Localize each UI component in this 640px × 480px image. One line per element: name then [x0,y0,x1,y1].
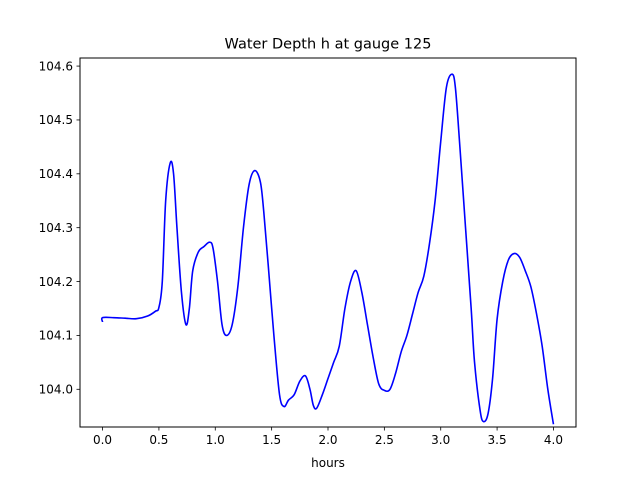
x-tick-label: 1.5 [262,433,281,447]
y-tick-label: 104.3 [39,221,73,235]
series-group [100,73,555,425]
y-axis-ticks: 104.0 104.1 104.2 104.3 104.4 104.5 104.6 [39,59,80,397]
y-tick-label: 104.0 [39,383,73,397]
x-axis-label: hours [311,456,345,470]
y-tick-label: 104.6 [39,59,73,73]
y-tick-label: 104.2 [39,275,73,289]
y-tick-label: 104.5 [39,113,73,127]
x-tick-label: 3.0 [431,433,450,447]
y-tick-label: 104.1 [39,329,73,343]
x-axis-ticks: 0.0 0.5 1.0 1.5 2.0 2.5 3.0 3.5 4.0 [93,427,563,447]
plot-area-frame [79,57,577,428]
water-depth-line [100,73,555,425]
x-tick-label: 3.5 [488,433,507,447]
x-tick-label: 1.0 [206,433,225,447]
x-tick-label: 0.0 [93,433,112,447]
x-tick-label: 0.5 [149,433,168,447]
x-tick-label: 2.0 [318,433,337,447]
chart-title: Water Depth h at gauge 125 [225,37,432,53]
x-tick-label: 2.5 [375,433,394,447]
x-tick-label: 4.0 [544,433,563,447]
y-tick-label: 104.4 [39,167,73,181]
